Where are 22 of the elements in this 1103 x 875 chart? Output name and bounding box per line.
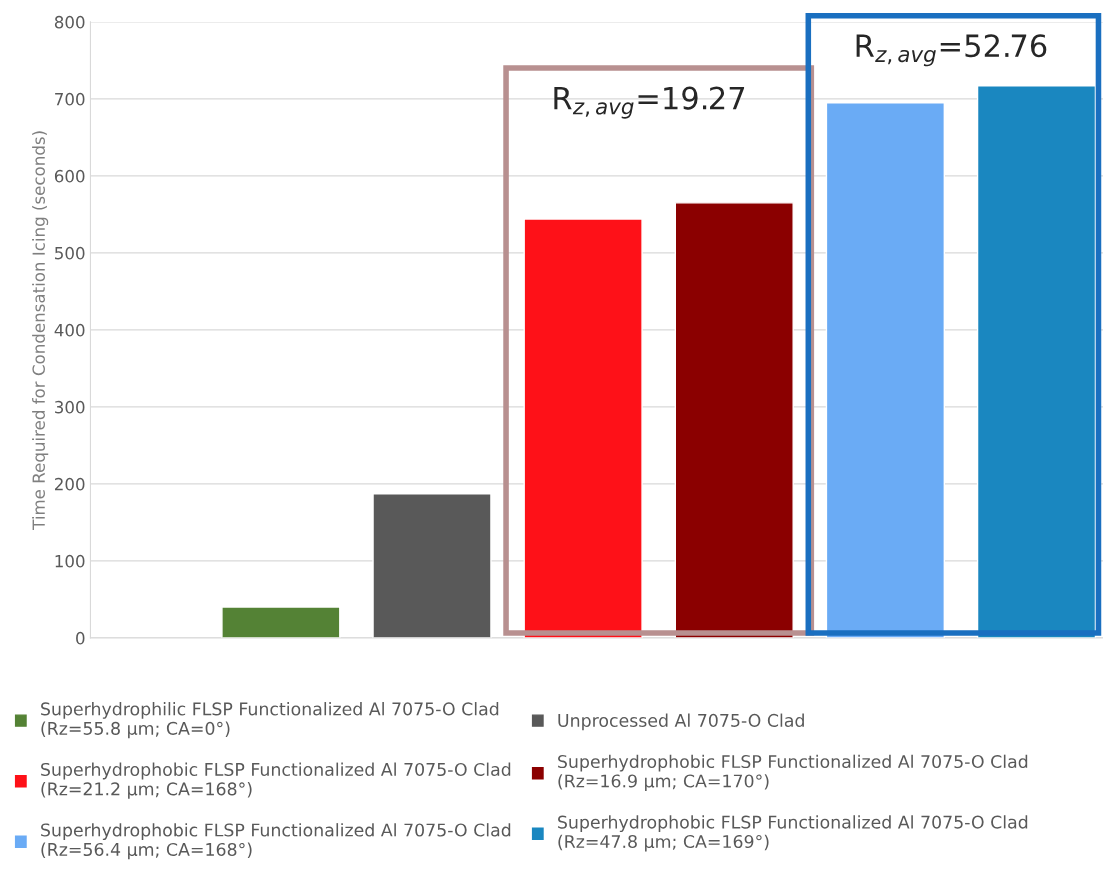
bar xyxy=(372,493,492,638)
y-tick-label: 200 xyxy=(54,477,85,491)
bar xyxy=(674,202,794,638)
y-tick-label: 400 xyxy=(54,323,85,337)
y-tick-label: 0 xyxy=(76,631,85,645)
y-tick-label: 700 xyxy=(55,92,85,106)
y-tick-label: 100 xyxy=(55,554,85,568)
legend-label: Superhydrophobic FLSP Functionalized Al 7075-O Clad (Rz=56.4 µm; CA=168°) xyxy=(41,823,511,860)
y-tick-label: 500 xyxy=(55,246,85,260)
legend-label: Unprocessed Al 7075-O Clad xyxy=(558,713,804,731)
y-tick-label: 800 xyxy=(54,15,85,29)
annotation: R$_{z,avg}$=52.76 xyxy=(856,34,1047,67)
legend-label: Superhydrophilic FLSP Functionalized Al 7075-O Clad (Rz=55.8 µm; CA=0°) xyxy=(41,702,499,739)
y-axis-title: Time Required for Condensation Icing (seconds) xyxy=(32,131,49,530)
bar xyxy=(221,606,341,638)
legend-label: Superhydrophobic FLSP Functionalized Al 7075-O Clad (Rz=47.8 µm; CA=169°) xyxy=(558,815,1028,852)
legend-label: Superhydrophobic FLSP Functionalized Al 7075-O Clad (Rz=16.9 µm; CA=170°) xyxy=(558,754,1028,791)
bar xyxy=(523,218,643,638)
y-tick-label: 300 xyxy=(55,400,85,414)
annotation: R$_{z,avg}$=19.27 xyxy=(554,86,745,119)
legend-label: Superhydrophobic FLSP Functionalized Al 7075-O Clad (Rz=21.2 µm; CA=168°) xyxy=(41,762,511,799)
y-tick-label: 600 xyxy=(54,169,85,183)
